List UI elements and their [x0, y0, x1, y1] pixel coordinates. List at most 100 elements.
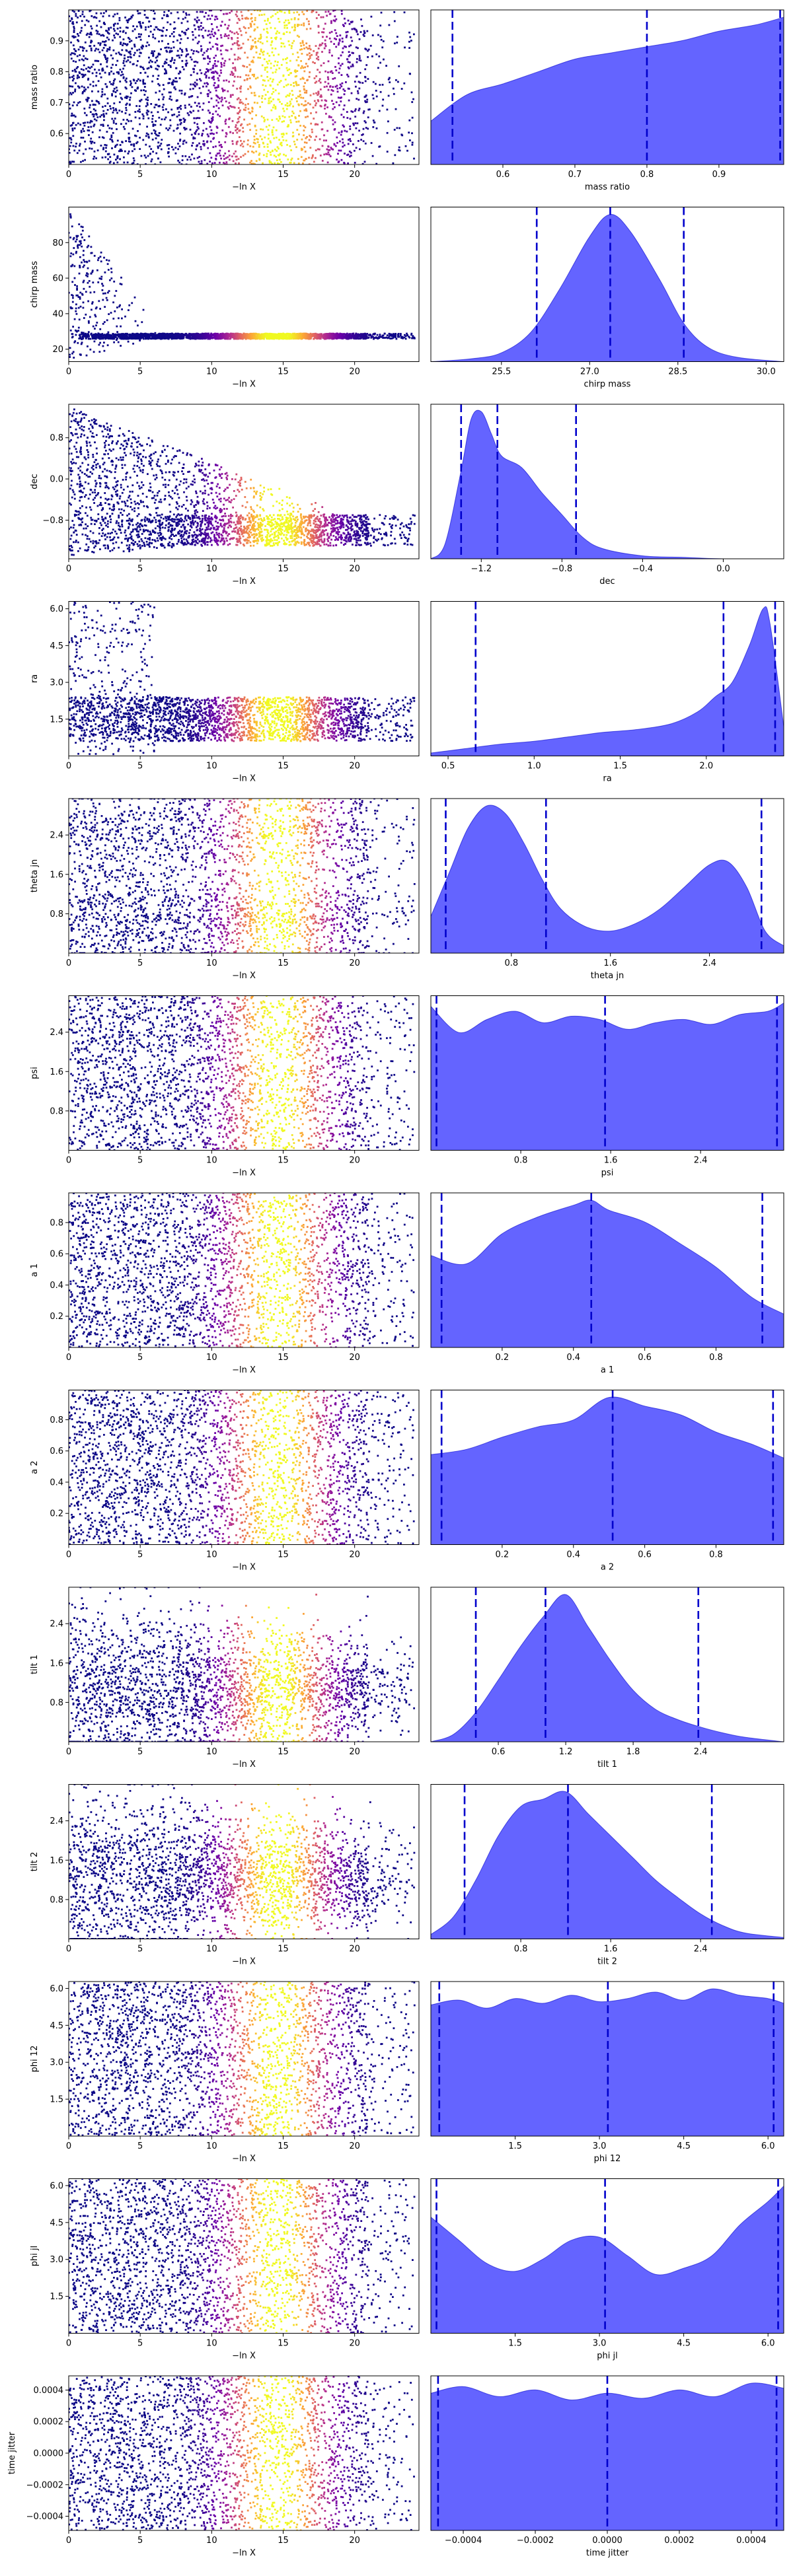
trace-point — [204, 57, 206, 60]
trace-point — [350, 20, 352, 23]
trace-point — [270, 16, 272, 18]
trace-point — [192, 136, 195, 139]
trace-point — [91, 27, 93, 30]
trace-point — [270, 109, 273, 112]
trace-point — [296, 333, 298, 335]
trace-point — [249, 161, 251, 164]
trace-point — [232, 67, 235, 69]
trace-point — [221, 44, 223, 47]
trace-point — [156, 59, 158, 62]
trace-point — [352, 122, 354, 125]
trace-point — [194, 122, 196, 124]
trace-point — [265, 23, 268, 25]
trace-point — [272, 54, 275, 57]
trace-point — [111, 147, 113, 149]
trace-point — [147, 133, 149, 135]
trace-point — [274, 27, 276, 30]
trace-point — [215, 332, 218, 335]
trace-point — [99, 44, 101, 46]
trace-point — [358, 140, 359, 142]
trace-point — [379, 334, 381, 336]
trace-point — [94, 328, 96, 330]
trace-point — [185, 63, 188, 65]
trace-point — [309, 55, 311, 57]
trace-point — [200, 22, 203, 24]
trace-point — [129, 96, 132, 98]
trace-point — [156, 134, 159, 137]
trace-point — [76, 236, 78, 238]
trace-point — [155, 104, 158, 106]
trace-point — [223, 158, 225, 161]
trace-point — [102, 299, 104, 301]
trace-point — [307, 102, 309, 104]
trace-point — [319, 95, 322, 98]
trace-point — [363, 35, 365, 37]
trace-point — [222, 89, 224, 91]
trace-point — [220, 157, 222, 160]
trace-point — [145, 337, 147, 340]
trace-point — [350, 92, 353, 94]
trace-point — [85, 114, 88, 116]
trace-point — [99, 42, 102, 44]
trace-point — [182, 68, 185, 71]
trace-point — [294, 71, 297, 73]
trace-point — [145, 90, 147, 92]
trace-point — [102, 47, 105, 49]
trace-point — [90, 25, 93, 28]
trace-point — [242, 65, 245, 67]
trace-point — [350, 155, 352, 157]
trace-point — [300, 60, 302, 62]
trace-point — [190, 159, 192, 161]
trace-point — [79, 334, 81, 336]
trace-point — [181, 333, 183, 336]
trace-point — [69, 76, 71, 79]
trace-point — [96, 322, 98, 324]
trace-point — [269, 77, 272, 80]
trace-point — [163, 88, 165, 90]
trace-point — [296, 70, 299, 72]
trace-point — [132, 127, 134, 130]
trace-point — [89, 316, 91, 318]
trace-point — [219, 115, 221, 118]
trace-point — [287, 83, 289, 86]
trace-point — [330, 89, 333, 91]
trace-point — [148, 44, 150, 46]
trace-point — [395, 333, 397, 335]
trace-point — [85, 333, 87, 336]
trace-point — [312, 61, 314, 63]
trace-point — [159, 333, 162, 335]
trace-point — [319, 44, 321, 46]
trace-point — [108, 48, 111, 51]
trace-point — [159, 124, 162, 126]
trace-point — [400, 88, 403, 90]
trace-point — [83, 239, 86, 241]
trace-point — [82, 281, 85, 283]
trace-point — [256, 10, 259, 12]
trace-point — [196, 21, 198, 24]
trace-point — [326, 129, 328, 132]
trace-point — [183, 121, 186, 123]
trace-point — [307, 58, 310, 61]
trace-point — [262, 54, 264, 56]
trace-point — [367, 337, 369, 339]
trace-point — [85, 34, 88, 36]
trace-point — [213, 32, 216, 34]
trace-point — [117, 341, 120, 343]
trace-point — [379, 84, 381, 86]
trace-point — [208, 69, 209, 71]
trace-point — [155, 336, 157, 338]
trace-point — [296, 34, 299, 37]
trace-point — [118, 305, 120, 308]
trace-point — [386, 108, 389, 111]
trace-point — [198, 40, 200, 43]
trace-point — [137, 87, 139, 89]
trace-point — [220, 65, 223, 68]
trace-point — [200, 148, 202, 151]
trace-point — [321, 121, 323, 124]
trace-point — [168, 91, 170, 94]
trace-point — [266, 36, 268, 38]
trace-point — [190, 83, 192, 86]
trace-point — [326, 153, 328, 155]
trace-point — [194, 102, 196, 104]
trace-point — [99, 341, 101, 344]
